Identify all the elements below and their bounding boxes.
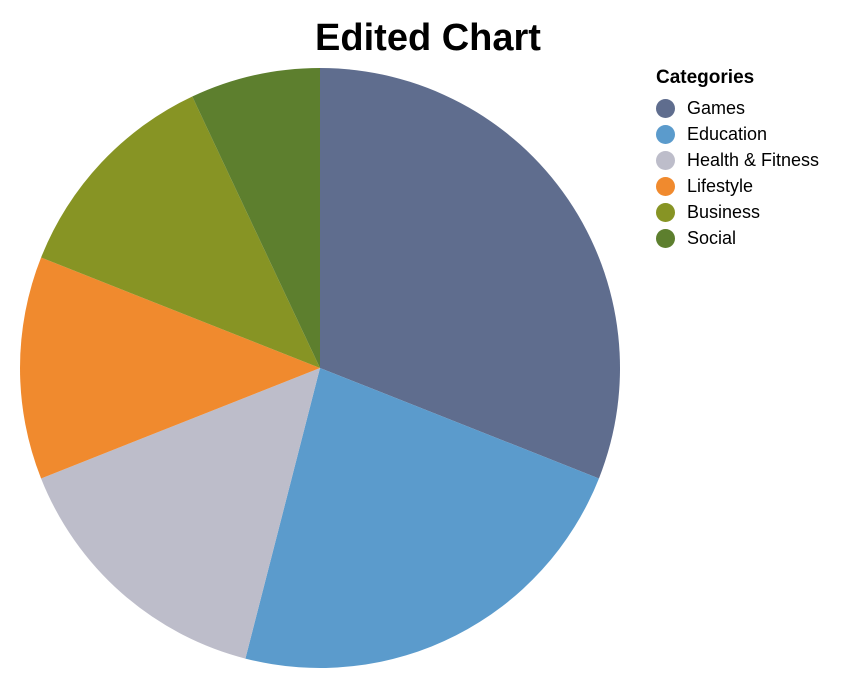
pie-slice-health-fitness [41, 368, 320, 659]
legend-swatch [656, 98, 675, 118]
pie-slice-games [320, 68, 620, 479]
legend-label: Health & Fitness [687, 149, 820, 170]
pie-slice-education [245, 368, 599, 668]
legend-item: Social [656, 225, 819, 251]
legend-item: Lifestyle [656, 173, 819, 199]
pie-slice-social [192, 68, 320, 368]
legend-swatch [656, 176, 675, 196]
legend-item: Business [656, 199, 819, 225]
legend-item: Health & Fitness [656, 147, 819, 173]
chart-title: Edited Chart [315, 17, 541, 59]
legend-title: Categories [656, 67, 755, 88]
pie-slices [20, 68, 620, 668]
legend-swatch [656, 228, 675, 248]
pie-slice-lifestyle [20, 257, 321, 479]
legend-label: Social [687, 227, 737, 248]
legend-label: Business [687, 201, 761, 222]
legend-item: Education [656, 121, 819, 147]
legend: Categories Games Education Health & Fitnes… [656, 66, 819, 251]
legend-label: Lifestyle [687, 175, 754, 196]
pie-slice-business [41, 96, 320, 369]
legend-swatch [656, 202, 675, 222]
legend-swatch [656, 150, 675, 170]
legend-swatch [656, 124, 675, 144]
legend-item: Games [656, 95, 819, 121]
legend-items: Games Education Health & Fitness Lifestyle B… [656, 95, 819, 251]
legend-label: Education [687, 123, 768, 144]
legend-label: Games [687, 97, 746, 118]
